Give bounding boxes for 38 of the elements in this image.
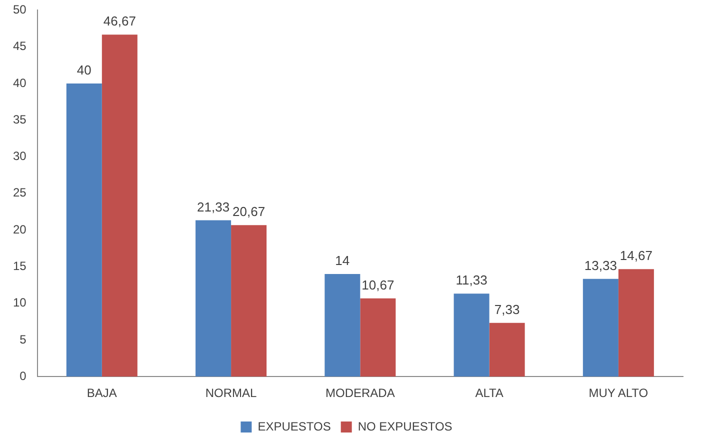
x-tick-label: ALTA	[475, 386, 504, 400]
data-label: 14	[335, 253, 350, 268]
data-label: 10,67	[362, 277, 394, 292]
data-label: 21,33	[197, 199, 230, 214]
y-tick-label: 20	[12, 222, 27, 236]
y-tick-label: 0	[20, 368, 27, 383]
data-label: 40	[76, 62, 92, 78]
y-tick-label: 40	[12, 76, 27, 90]
y-tick-label: 10	[12, 296, 27, 310]
y-tick-label: 30	[12, 149, 27, 164]
legend-label: NO EXPUESTOS	[358, 419, 452, 434]
bar	[66, 83, 102, 377]
x-tick-label: MODERADA	[326, 386, 395, 400]
x-tick-label: BAJA	[86, 386, 117, 400]
y-tick-label: 50	[12, 2, 27, 17]
y-tick-label: 5	[20, 332, 27, 346]
bar	[231, 225, 267, 377]
data-label: 11,33	[456, 272, 488, 288]
bar	[618, 269, 654, 377]
data-label: 13,33	[584, 258, 617, 273]
bar	[196, 220, 232, 377]
x-tick-label: MUY ALTO	[588, 386, 648, 400]
data-label: 7,33	[494, 302, 520, 317]
y-tick-label: 25	[12, 186, 27, 200]
bar	[324, 274, 360, 377]
bar	[454, 294, 490, 377]
x-tick-label: NORMAL	[205, 386, 258, 400]
y-tick-label: 35	[12, 112, 27, 126]
data-label: 20,67	[232, 204, 266, 220]
data-label: 46,67	[103, 14, 136, 29]
bar	[582, 278, 618, 377]
bar	[360, 298, 396, 377]
bar	[489, 322, 525, 377]
data-label: 14,67	[620, 248, 652, 264]
y-tick-label: 45	[12, 39, 27, 54]
y-tick-label: 15	[12, 258, 27, 273]
legend-label: EXPUESTOS	[258, 419, 331, 434]
bar	[102, 34, 138, 377]
